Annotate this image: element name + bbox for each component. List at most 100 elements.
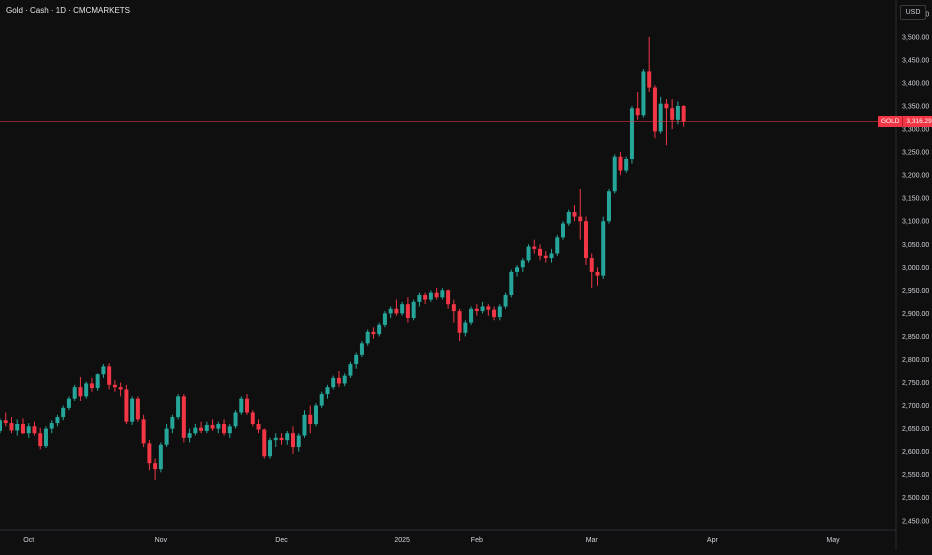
candle-body <box>95 374 100 389</box>
candle <box>428 290 433 302</box>
candle <box>193 424 198 436</box>
candle-body <box>520 260 525 268</box>
candle <box>176 394 181 420</box>
price-tick-label: 3,000.00 <box>902 265 929 272</box>
candle-body <box>342 375 347 384</box>
price-tick-label: 3,250.00 <box>902 150 929 157</box>
candle-body <box>526 246 531 261</box>
candle <box>285 430 290 445</box>
candle-body <box>296 435 301 448</box>
candle <box>658 96 663 134</box>
candles-group <box>0 36 686 481</box>
candle-body <box>446 290 451 305</box>
candle <box>503 292 508 309</box>
candle-body <box>313 405 318 424</box>
candle-body <box>566 212 571 224</box>
candle-body <box>670 108 675 120</box>
candle <box>245 394 250 415</box>
candle-body <box>561 223 566 238</box>
candle <box>411 299 416 321</box>
candle-body <box>428 292 433 300</box>
candle-body <box>9 423 14 431</box>
candle-body <box>606 191 611 222</box>
candle <box>664 99 669 146</box>
time-axis: Oct Nov Dec 2025 Feb Mar Apr May <box>23 537 840 544</box>
candle <box>141 414 146 448</box>
candle-body <box>89 383 94 389</box>
last-price-badge: GOLD 3,316.29 <box>878 116 932 128</box>
price-tick-label: 2,450.00 <box>902 518 929 525</box>
candle-body <box>325 387 330 395</box>
price-tick-label: 2,650.00 <box>902 426 929 433</box>
candle <box>451 299 456 323</box>
candle <box>601 216 606 279</box>
candle-body <box>492 309 497 318</box>
candle <box>89 377 94 392</box>
currency-selector[interactable]: USD <box>900 5 926 20</box>
candle-body <box>130 398 135 422</box>
candle <box>147 440 152 471</box>
candle-body <box>61 407 66 418</box>
candle-body <box>227 426 232 434</box>
candle <box>469 306 474 325</box>
candle <box>0 418 2 434</box>
candle <box>583 216 588 265</box>
candle-body <box>532 246 537 249</box>
candle-body <box>440 290 445 298</box>
candle-body <box>612 156 617 192</box>
candle-body <box>377 324 382 335</box>
candle-body <box>193 427 198 434</box>
candle <box>319 391 324 408</box>
candle-body <box>549 253 554 259</box>
candle <box>72 384 77 401</box>
candle <box>400 301 405 316</box>
candle <box>227 424 232 438</box>
candle-body <box>469 308 474 323</box>
candle <box>204 421 209 434</box>
candle-body <box>153 463 158 470</box>
candle <box>405 297 410 323</box>
candle-body <box>509 271 514 295</box>
candle <box>675 101 680 125</box>
candle <box>308 405 313 434</box>
candle-body <box>158 444 163 470</box>
candle <box>250 410 255 427</box>
candle <box>38 427 43 450</box>
candle-body <box>382 313 387 325</box>
candle <box>423 292 428 305</box>
candle <box>463 320 468 337</box>
price-tick-label: 3,300.00 <box>902 127 929 134</box>
candle-body <box>480 306 485 312</box>
candle <box>359 341 364 358</box>
time-tick-label: Dec <box>275 537 288 544</box>
candle-body <box>233 412 238 427</box>
time-tick-label: Nov <box>155 537 168 544</box>
candle-body <box>578 216 583 222</box>
candle-body <box>176 396 181 418</box>
candle-body <box>32 426 37 434</box>
candle <box>440 288 445 300</box>
candle-body <box>635 108 640 116</box>
candle-body <box>245 398 250 413</box>
candle-body <box>497 306 502 318</box>
price-tick-label: 3,400.00 <box>902 80 929 87</box>
candle <box>20 418 25 435</box>
candle <box>313 403 318 427</box>
candle-body <box>572 212 577 217</box>
time-tick-label: Apr <box>707 537 719 544</box>
candle <box>95 373 100 391</box>
candle-body <box>601 221 606 276</box>
candle <box>377 322 382 337</box>
last-price-value: 3,316.29 <box>902 116 932 128</box>
candle <box>107 363 112 390</box>
candle-body <box>331 377 336 388</box>
price-tick-label: 2,950.00 <box>902 288 929 295</box>
time-tick-label: Mar <box>586 537 599 544</box>
chart-title: Gold · Cash · 1D · CMCMARKETS <box>6 6 131 15</box>
price-tick-label: 2,900.00 <box>902 311 929 318</box>
candle-body <box>0 420 2 431</box>
candle <box>371 327 376 339</box>
candle <box>66 396 71 411</box>
